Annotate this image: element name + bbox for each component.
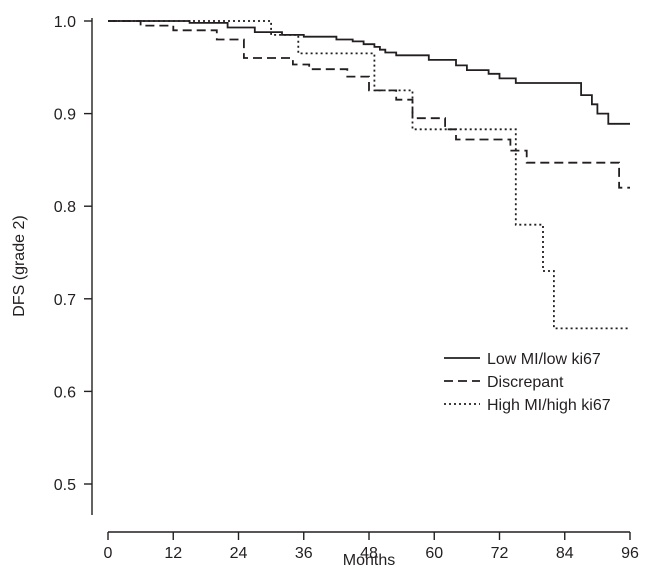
y-tick-label: 0.8 — [54, 199, 76, 216]
y-tick-label: 0.5 — [54, 477, 76, 494]
series-line-dashed — [108, 20, 630, 189]
legend: Low MI/low ki67 Discrepant High MI/high ki… — [444, 351, 611, 414]
x-tick-label: 72 — [491, 545, 509, 562]
x-ticks: 0 12 24 36 48 60 72 84 96 — [104, 532, 639, 562]
x-axis-title: Months — [343, 552, 395, 569]
series-line-dotted — [108, 20, 630, 330]
x-tick-label: 60 — [425, 545, 443, 562]
y-tick-label: 0.9 — [54, 107, 76, 124]
series-lines — [108, 20, 630, 330]
x-tick-label: 84 — [556, 545, 574, 562]
x-tick-label: 96 — [621, 545, 639, 562]
legend-label: High MI/high ki67 — [487, 397, 611, 414]
x-tick-label: 24 — [230, 545, 248, 562]
legend-label: Low MI/low ki67 — [487, 351, 601, 368]
y-axis-title: DFS (grade 2) — [11, 215, 28, 316]
y-tick-label: 1.0 — [54, 14, 76, 31]
series-line-solid — [108, 20, 630, 125]
legend-label: Discrepant — [487, 374, 564, 391]
x-tick-label: 48 — [360, 545, 378, 562]
y-tick-label: 0.7 — [54, 292, 76, 309]
x-tick-label: 0 — [104, 545, 113, 562]
axes — [91, 18, 630, 533]
x-tick-label: 36 — [295, 545, 313, 562]
y-ticks: 0.5 0.6 0.7 0.8 0.9 1.0 — [54, 14, 92, 494]
x-tick-label: 12 — [164, 545, 182, 562]
y-tick-label: 0.6 — [54, 384, 76, 401]
